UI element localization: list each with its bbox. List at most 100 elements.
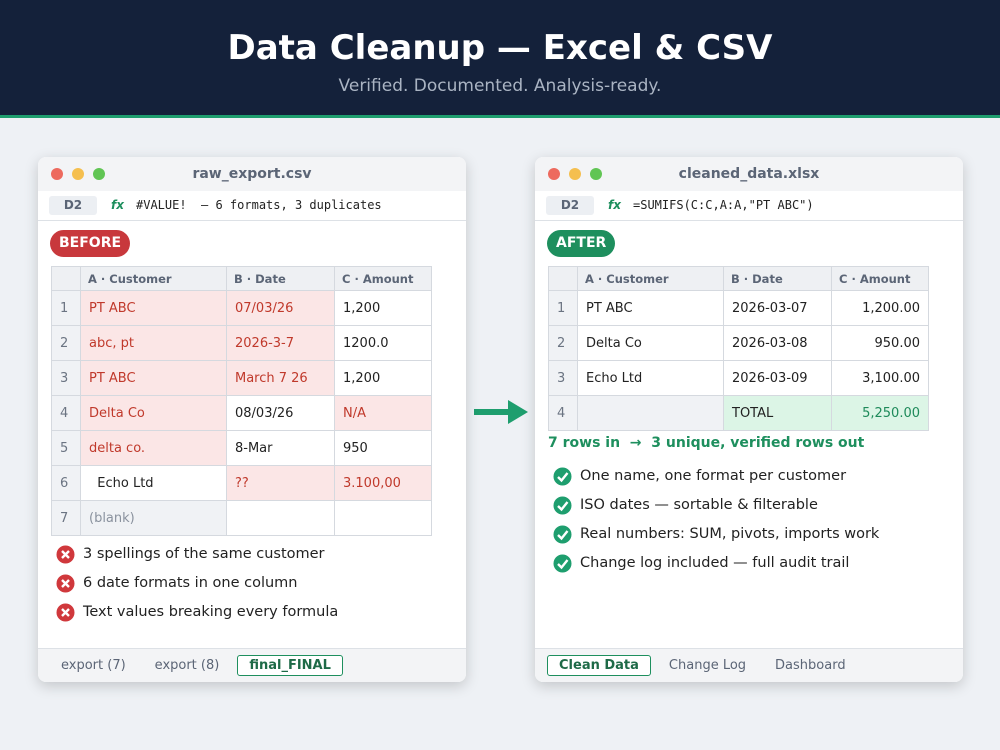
sheet-tab[interactable]: export (8) [154, 658, 220, 673]
table-header: A · Customer B · Date C · Amount [548, 266, 929, 291]
cell[interactable]: (blank) [80, 500, 227, 536]
cell[interactable]: March 7 26 [226, 360, 335, 396]
row: 4 Delta Co 08/03/26 N/A [51, 395, 432, 431]
spreadsheet: A · Customer B · Date C · Amount 1 PT ABC 202… [548, 266, 929, 431]
sheet-tab[interactable]: Dashboard [775, 658, 846, 673]
file-name: raw_export.csv [192, 166, 312, 182]
window-control[interactable] [569, 168, 581, 180]
error-icon [56, 574, 75, 593]
window-control[interactable] [72, 168, 84, 180]
cell[interactable]: Delta Co [80, 395, 227, 431]
cell[interactable]: 8-Mar [226, 430, 335, 466]
window-control[interactable] [548, 168, 560, 180]
row: 4 TOTAL 5,250.00 [548, 395, 929, 431]
cell[interactable]: PT ABC [80, 360, 227, 396]
row-number: 4 [51, 395, 81, 431]
window: cleaned_data.xlsx D2 fx =SUMIFS(C:C,A:A,"PT… [535, 157, 963, 682]
list: 3 spellings of the same customer 6 date f… [56, 545, 338, 633]
row-number: 7 [51, 500, 81, 536]
cell[interactable]: ?? [226, 465, 335, 501]
column-header: C · Amount [831, 266, 929, 291]
cell-reference: D2 [546, 196, 594, 215]
table-body: 1 PT ABC 2026-03-07 1,200.00 2 Delta Co 2026-0… [548, 290, 929, 431]
cell[interactable]: PT ABC [80, 290, 227, 326]
sheet-tab[interactable]: final_FINAL [237, 655, 343, 676]
badge: BEFORE [50, 230, 131, 257]
fx-label: fx [608, 198, 621, 212]
sheet-tab[interactable]: Clean Data [547, 655, 651, 676]
cell-reference: D2 [49, 196, 97, 215]
list-item: Text values breaking every formula [56, 603, 338, 633]
arrow [474, 400, 528, 424]
cell[interactable]: 1,200 [334, 290, 432, 326]
corner-cell [51, 266, 81, 291]
cell[interactable]: 2026-03-09 [723, 360, 832, 396]
cell[interactable]: delta co. [80, 430, 227, 466]
window-control[interactable] [93, 168, 105, 180]
list-item: 3 spellings of the same customer [56, 545, 338, 575]
header: Data Cleanup — Excel & CSV Verified. Doc… [0, 0, 1000, 118]
list-text: 6 date formats in one column [83, 575, 298, 591]
row-number: 3 [51, 360, 81, 396]
sheet-tabs: export (7) export (8) final_FINAL [38, 648, 466, 682]
column-header: C · Amount [334, 266, 432, 291]
list: One name, one format per customer ISO dat… [553, 467, 879, 584]
row-number: 1 [51, 290, 81, 326]
row-number: 3 [548, 360, 578, 396]
cell[interactable]: 1200.0 [334, 325, 432, 361]
window-control[interactable] [590, 168, 602, 180]
row: 3 PT ABC March 7 26 1,200 [51, 360, 432, 396]
cell[interactable]: 2026-03-07 [723, 290, 832, 326]
row-number: 4 [548, 395, 578, 431]
header-row: A · Customer B · Date C · Amount [548, 266, 929, 291]
cell[interactable]: PT ABC [577, 290, 724, 326]
row: 2 abc, pt 2026-3-7 1200.0 [51, 325, 432, 361]
column-header: A · Customer [577, 266, 724, 291]
cell[interactable]: 08/03/26 [226, 395, 335, 431]
check-icon [553, 554, 572, 573]
cell[interactable]: 1,200 [334, 360, 432, 396]
subtitle: Verified. Documented. Analysis-ready. [338, 76, 662, 96]
cell[interactable]: abc, pt [80, 325, 227, 361]
cell[interactable] [577, 395, 724, 431]
row-number: 5 [51, 430, 81, 466]
file-name: cleaned_data.xlsx [678, 166, 820, 182]
list-item: 6 date formats in one column [56, 574, 338, 604]
column-header: B · Date [723, 266, 832, 291]
list-item: One name, one format per customer [553, 467, 879, 497]
row-number: 6 [51, 465, 81, 501]
cell[interactable]: 950.00 [831, 325, 929, 361]
cell[interactable]: Echo Ltd [577, 360, 724, 396]
cell[interactable]: N/A [334, 395, 432, 431]
row-number: 2 [548, 325, 578, 361]
column-header: A · Customer [80, 266, 227, 291]
cell[interactable]: 950 [334, 430, 432, 466]
title-bar: raw_export.csv [38, 157, 466, 191]
cell[interactable]: TOTAL [723, 395, 832, 431]
sheet-tab[interactable]: Change Log [668, 658, 747, 673]
cell[interactable]: 07/03/26 [226, 290, 335, 326]
cell[interactable]: 1,200.00 [831, 290, 929, 326]
table-header: A · Customer B · Date C · Amount [51, 266, 432, 291]
check-icon [553, 496, 572, 515]
error-icon [56, 603, 75, 622]
cell[interactable]: Echo Ltd [80, 465, 227, 501]
row-number: 1 [548, 290, 578, 326]
cell[interactable] [334, 500, 432, 536]
sheet-tab[interactable]: export (7) [61, 658, 126, 673]
cell[interactable]: 2026-03-08 [723, 325, 832, 361]
list-text: ISO dates — sortable & filterable [580, 497, 818, 513]
badge: AFTER [547, 230, 616, 257]
list-item: Real numbers: SUM, pivots, imports work [553, 525, 879, 555]
cell[interactable]: 5,250.00 [831, 395, 929, 431]
cell[interactable]: Delta Co [577, 325, 724, 361]
formula-bar: D2 fx =SUMIFS(C:C,A:A,"PT ABC") [535, 191, 963, 221]
cell[interactable]: 2026-3-7 [226, 325, 335, 361]
row-number: 2 [51, 325, 81, 361]
cell[interactable] [226, 500, 335, 536]
list-text: Change log included — full audit trail [580, 555, 850, 571]
cell[interactable]: 3,100.00 [831, 360, 929, 396]
window-control[interactable] [51, 168, 63, 180]
cell[interactable]: 3.100,00 [334, 465, 432, 501]
